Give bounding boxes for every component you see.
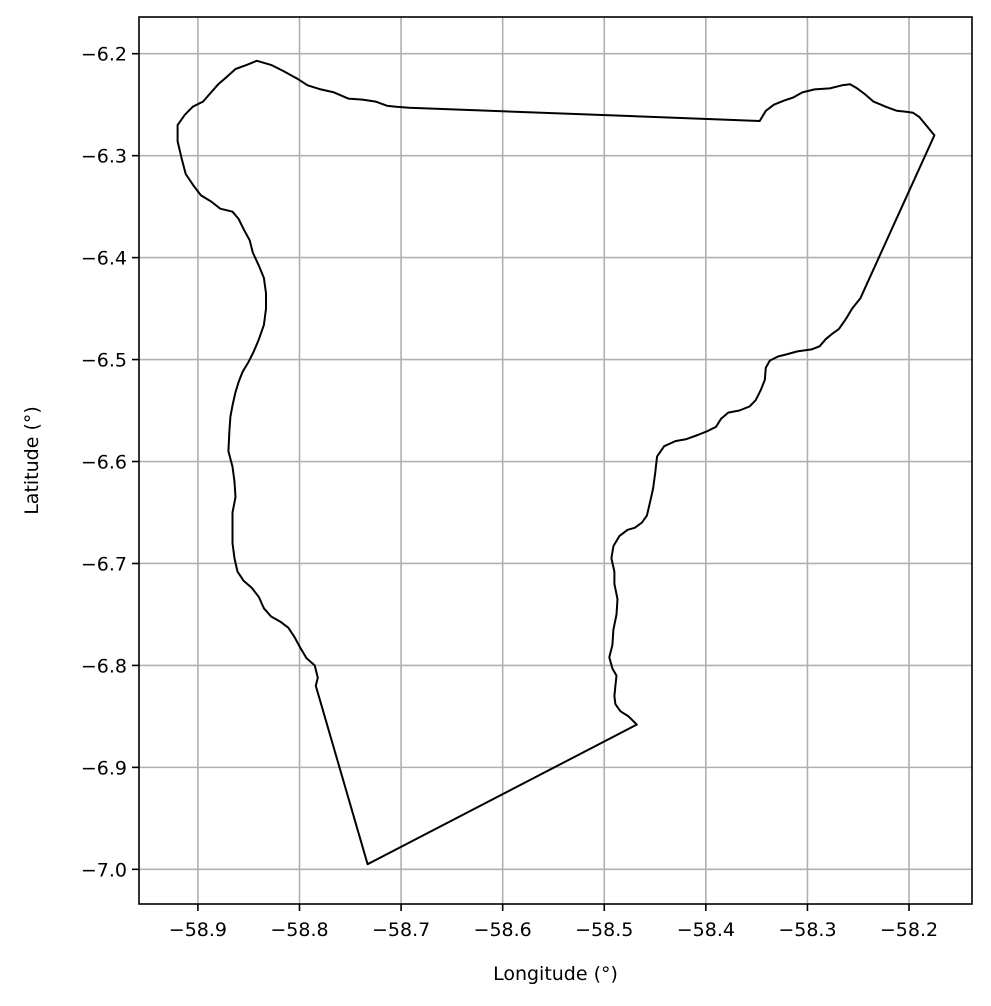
region-outline — [178, 61, 935, 864]
x-tick-label: −58.2 — [880, 919, 938, 941]
x-tick-label: −58.4 — [677, 919, 735, 941]
y-tick-label: −7.0 — [81, 859, 127, 881]
y-tick-label: −6.4 — [81, 248, 127, 270]
x-tick-label: −58.3 — [778, 919, 836, 941]
y-tick-label: −6.3 — [81, 146, 127, 168]
x-tick-label: −58.9 — [169, 919, 227, 941]
y-tick-label: −6.8 — [81, 655, 127, 677]
x-tick-label: −58.6 — [474, 919, 532, 941]
y-tick-label: −6.6 — [81, 452, 127, 474]
gridlines — [139, 17, 972, 904]
tick-marks-and-labels: −58.9 −58.8 −58.7 −58.6 −58.5 −58.4 −58.3 −58.2… — [81, 44, 938, 941]
x-axis-label: Longitude (°) — [493, 963, 618, 985]
x-tick-label: −58.7 — [372, 919, 430, 941]
y-tick-label: −6.5 — [81, 350, 127, 372]
plot-frame — [139, 17, 972, 904]
y-axis-label: Latitude (°) — [21, 406, 43, 515]
x-tick-label: −58.8 — [270, 919, 328, 941]
x-tick-label: −58.5 — [575, 919, 633, 941]
axes-frame — [139, 17, 972, 904]
y-tick-label: −6.7 — [81, 553, 127, 575]
region-outline-layer — [178, 61, 935, 864]
y-tick-label: −6.2 — [81, 44, 127, 66]
y-tick-label: −6.9 — [81, 757, 127, 779]
